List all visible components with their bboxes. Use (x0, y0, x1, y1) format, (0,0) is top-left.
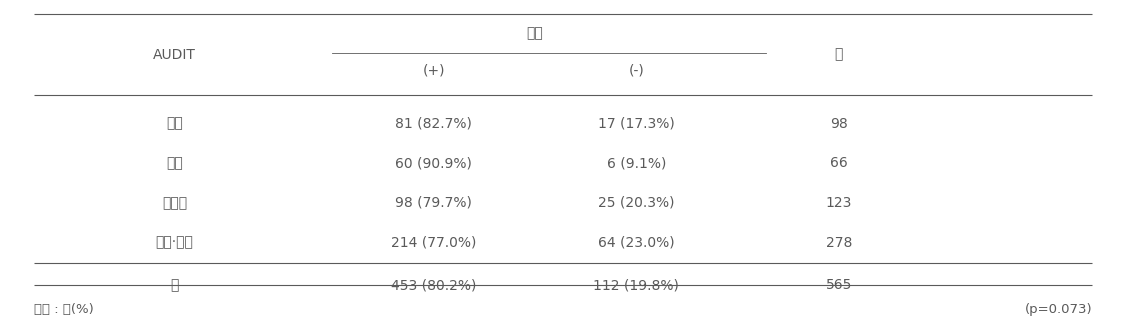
Text: 정상: 정상 (167, 117, 182, 131)
Text: 278: 278 (825, 236, 852, 249)
Text: 565: 565 (825, 278, 852, 292)
Text: 123: 123 (825, 196, 852, 210)
Text: (+): (+) (422, 64, 445, 78)
Text: 66: 66 (830, 156, 848, 170)
Text: 단위 : 명(%): 단위 : 명(%) (34, 302, 93, 316)
Text: 고위험: 고위험 (162, 196, 187, 210)
Text: 98: 98 (830, 117, 848, 131)
Text: AUDIT: AUDIT (153, 48, 196, 62)
Text: 사용·장애: 사용·장애 (155, 236, 194, 249)
Text: 98 (79.7%): 98 (79.7%) (395, 196, 472, 210)
Text: 60 (90.9%): 60 (90.9%) (395, 156, 472, 170)
Text: 계: 계 (834, 48, 843, 62)
Text: 항체: 항체 (527, 27, 543, 41)
Text: 112 (19.8%): 112 (19.8%) (593, 278, 679, 292)
Text: 17 (17.3%): 17 (17.3%) (598, 117, 674, 131)
Text: 453 (80.2%): 453 (80.2%) (391, 278, 476, 292)
Text: (-): (-) (628, 64, 644, 78)
Text: 계: 계 (170, 278, 179, 292)
Text: 6 (9.1%): 6 (9.1%) (607, 156, 665, 170)
Text: 214 (77.0%): 214 (77.0%) (391, 236, 476, 249)
Text: 81 (82.7%): 81 (82.7%) (395, 117, 472, 131)
Text: 위험: 위험 (167, 156, 182, 170)
Text: (p=0.073): (p=0.073) (1025, 302, 1092, 316)
Text: 64 (23.0%): 64 (23.0%) (598, 236, 674, 249)
Text: 25 (20.3%): 25 (20.3%) (598, 196, 674, 210)
